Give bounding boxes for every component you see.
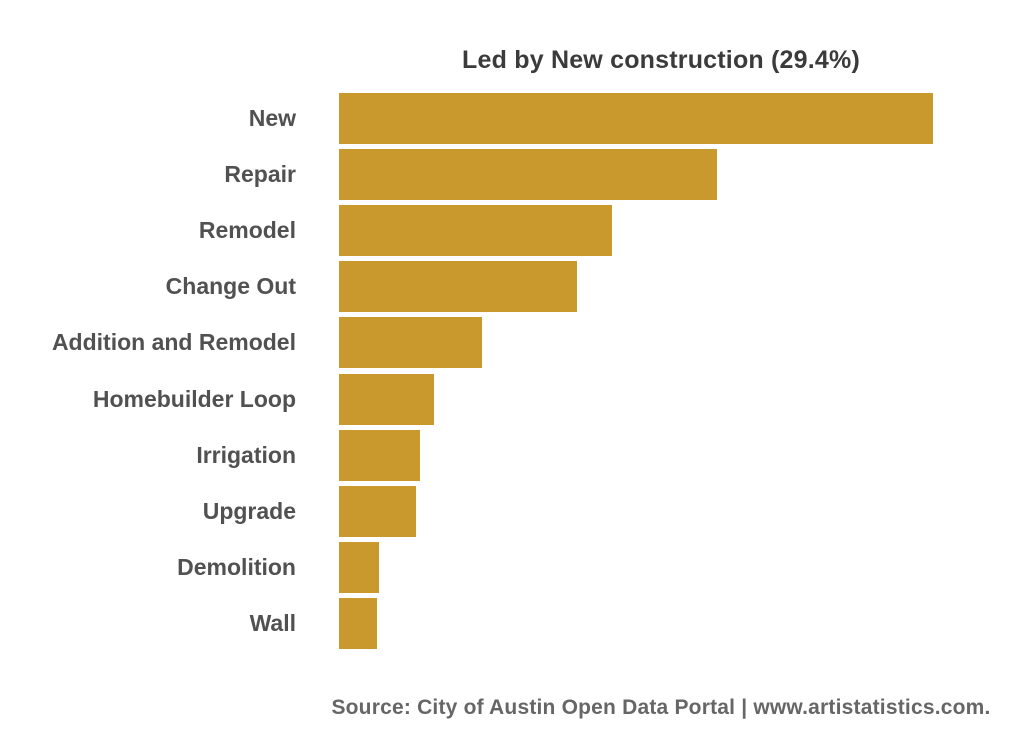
category-label: Wall — [249, 609, 296, 636]
chart-row: Irrigation — [0, 429, 1024, 481]
category-label: Repair — [224, 161, 296, 188]
bar-chart: New Repair Remodel Change Out Addition and R… — [0, 93, 1024, 653]
category-label: Addition and Remodel — [51, 329, 296, 356]
chart-row: Remodel — [0, 205, 1024, 257]
chart-row: New — [0, 93, 1024, 144]
bar — [339, 205, 612, 257]
category-label: New — [248, 105, 296, 131]
category-label: Upgrade — [202, 497, 296, 524]
bar — [339, 317, 483, 369]
source-caption: Source: City of Austin Open Data Portal … — [331, 696, 991, 719]
category-label: Irrigation — [196, 441, 296, 468]
bar — [339, 597, 378, 649]
chart-row: Upgrade — [0, 485, 1024, 537]
chart-title: Led by New construction (29.4%) — [462, 46, 860, 74]
bar — [339, 261, 578, 313]
bar — [339, 373, 434, 425]
bar — [339, 429, 420, 481]
category-label: Homebuilder Loop — [92, 385, 296, 412]
bar — [339, 93, 933, 144]
chart-row: Wall — [0, 597, 1024, 649]
chart-row: Homebuilder Loop — [0, 373, 1024, 425]
category-label: Remodel — [198, 217, 296, 244]
bar — [339, 541, 380, 593]
chart-row: Addition and Remodel — [0, 317, 1024, 369]
bar — [339, 485, 416, 537]
category-label: Change Out — [165, 273, 296, 300]
chart-row: Change Out — [0, 261, 1024, 313]
bar — [339, 149, 717, 201]
chart-row: Demolition — [0, 541, 1024, 593]
category-label: Demolition — [177, 553, 296, 580]
chart-row: Repair — [0, 149, 1024, 201]
